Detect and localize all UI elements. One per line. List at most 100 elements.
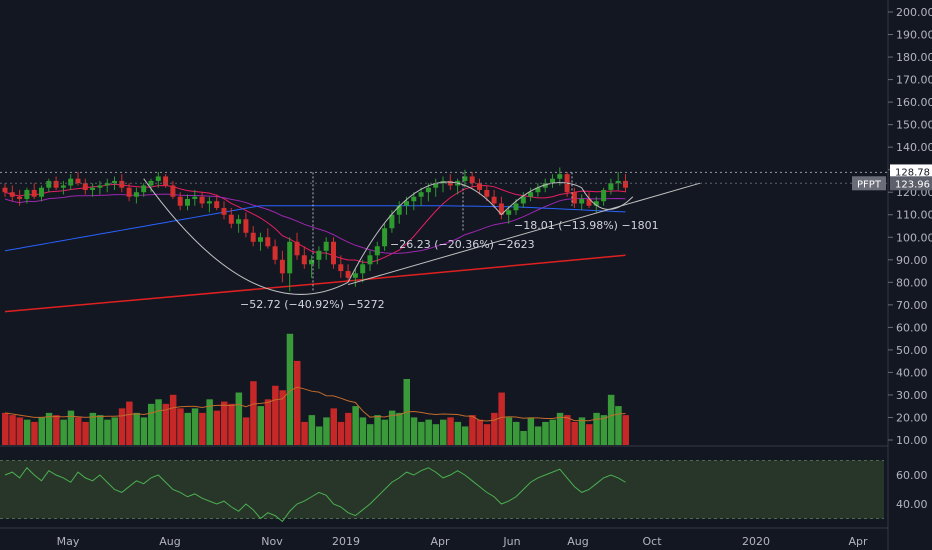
volume-bar [476,419,483,445]
candle-body [39,187,44,197]
volume-bar [571,421,578,445]
volume-bar [2,412,9,445]
price-tick-label: 30.00 [896,389,928,402]
volume-bar [294,360,301,445]
candle-body [75,178,81,184]
volume-bar [279,390,286,445]
price-tick-label: 200.00 [896,6,932,19]
candle-body [17,196,23,199]
candle-body [82,183,88,190]
candle-body [250,232,256,242]
rsi-band [0,460,884,519]
volume-bar [388,410,396,445]
price-tick-label: 80.00 [896,276,928,289]
candle-body [243,219,249,233]
candle-body [68,178,74,186]
volume-bar [250,381,257,445]
candle-body [97,185,103,188]
volume-bar [418,421,425,445]
price-tick-label: 170.00 [896,74,932,87]
candle-body [2,187,8,193]
volume-bar [206,399,213,445]
candle-body [46,180,52,188]
candle-body [396,205,402,215]
volume-bar [513,421,520,445]
candle-body [163,176,169,186]
volume-bar [23,419,31,445]
candle-body [53,180,59,188]
volume-bar [67,410,75,445]
candle-body [141,185,147,193]
candle-body [221,207,227,215]
time-tick-label: Aug [567,535,588,548]
candle-body [623,180,628,188]
candle-body [542,183,548,188]
volume-bar [396,412,403,445]
candle-body [90,187,96,190]
volume-bar [425,419,432,445]
candle-body [279,259,285,274]
candle-body [309,259,315,265]
candle-body [228,214,234,224]
candle-body [236,219,242,224]
volume-bar [410,417,418,445]
volume-bar [483,424,491,445]
volume-bar [213,410,221,445]
rsi-line [4,466,626,523]
cup-curve-left [143,178,349,295]
volume-bar [315,426,323,445]
volume-bar [9,415,16,445]
time-tick-label: 2020 [742,535,770,548]
volume-bar [615,406,622,445]
candle-body [367,255,373,265]
volume-bar [45,412,53,445]
candle-body [104,183,110,186]
price-tick-label: 110.00 [896,209,932,222]
candle-body [112,180,117,184]
candle-body [374,246,380,256]
candle-body [301,255,307,265]
ma-slow-line [4,205,626,252]
last-price-tag-label: 123.96 [895,179,930,190]
volume-bar [586,424,593,445]
volume-bar [264,399,272,445]
price-tick-label: 20.00 [896,411,928,424]
volume-bar [111,417,118,445]
candle-body [170,185,176,197]
candle-body [579,198,585,204]
candle-body [593,201,599,206]
candle-body [382,228,388,247]
rsi-tick-label: 60.00 [896,469,928,482]
price-tick-label: 150.00 [896,119,932,132]
volume-bar [104,419,111,445]
volume-bar [272,385,279,445]
candle-body [615,180,621,184]
candle-body [550,178,555,184]
time-tick-label: Apr [430,535,450,548]
price-tick-label: 50.00 [896,344,928,357]
candle-body [177,196,183,206]
price-tick-label: 10.00 [896,434,928,447]
candle-body [513,203,519,211]
volume-bar [549,419,556,445]
candle-body [389,214,395,229]
volume-bar [440,419,447,445]
high-price-tag-label: 128.78 [895,167,930,178]
rsi-tick-label: 40.00 [896,498,928,511]
volume-ma-line [4,386,626,422]
volume-bar [607,394,615,445]
measure-label: −26.23 (−20.36%) −2623 [390,238,535,251]
volume-bar [75,417,82,445]
symbol-tag [852,176,886,191]
price-tick-label: 180.00 [896,51,932,64]
price-tick-label: 40.00 [896,366,928,379]
volume-bar [257,406,264,445]
candle-body [24,189,30,199]
last-price-tag [890,176,932,191]
candle-body [294,241,300,256]
volume-bar [38,417,45,445]
volume-bar [432,424,440,445]
time-tick-label: May [57,535,80,548]
volume-bar [89,412,97,445]
